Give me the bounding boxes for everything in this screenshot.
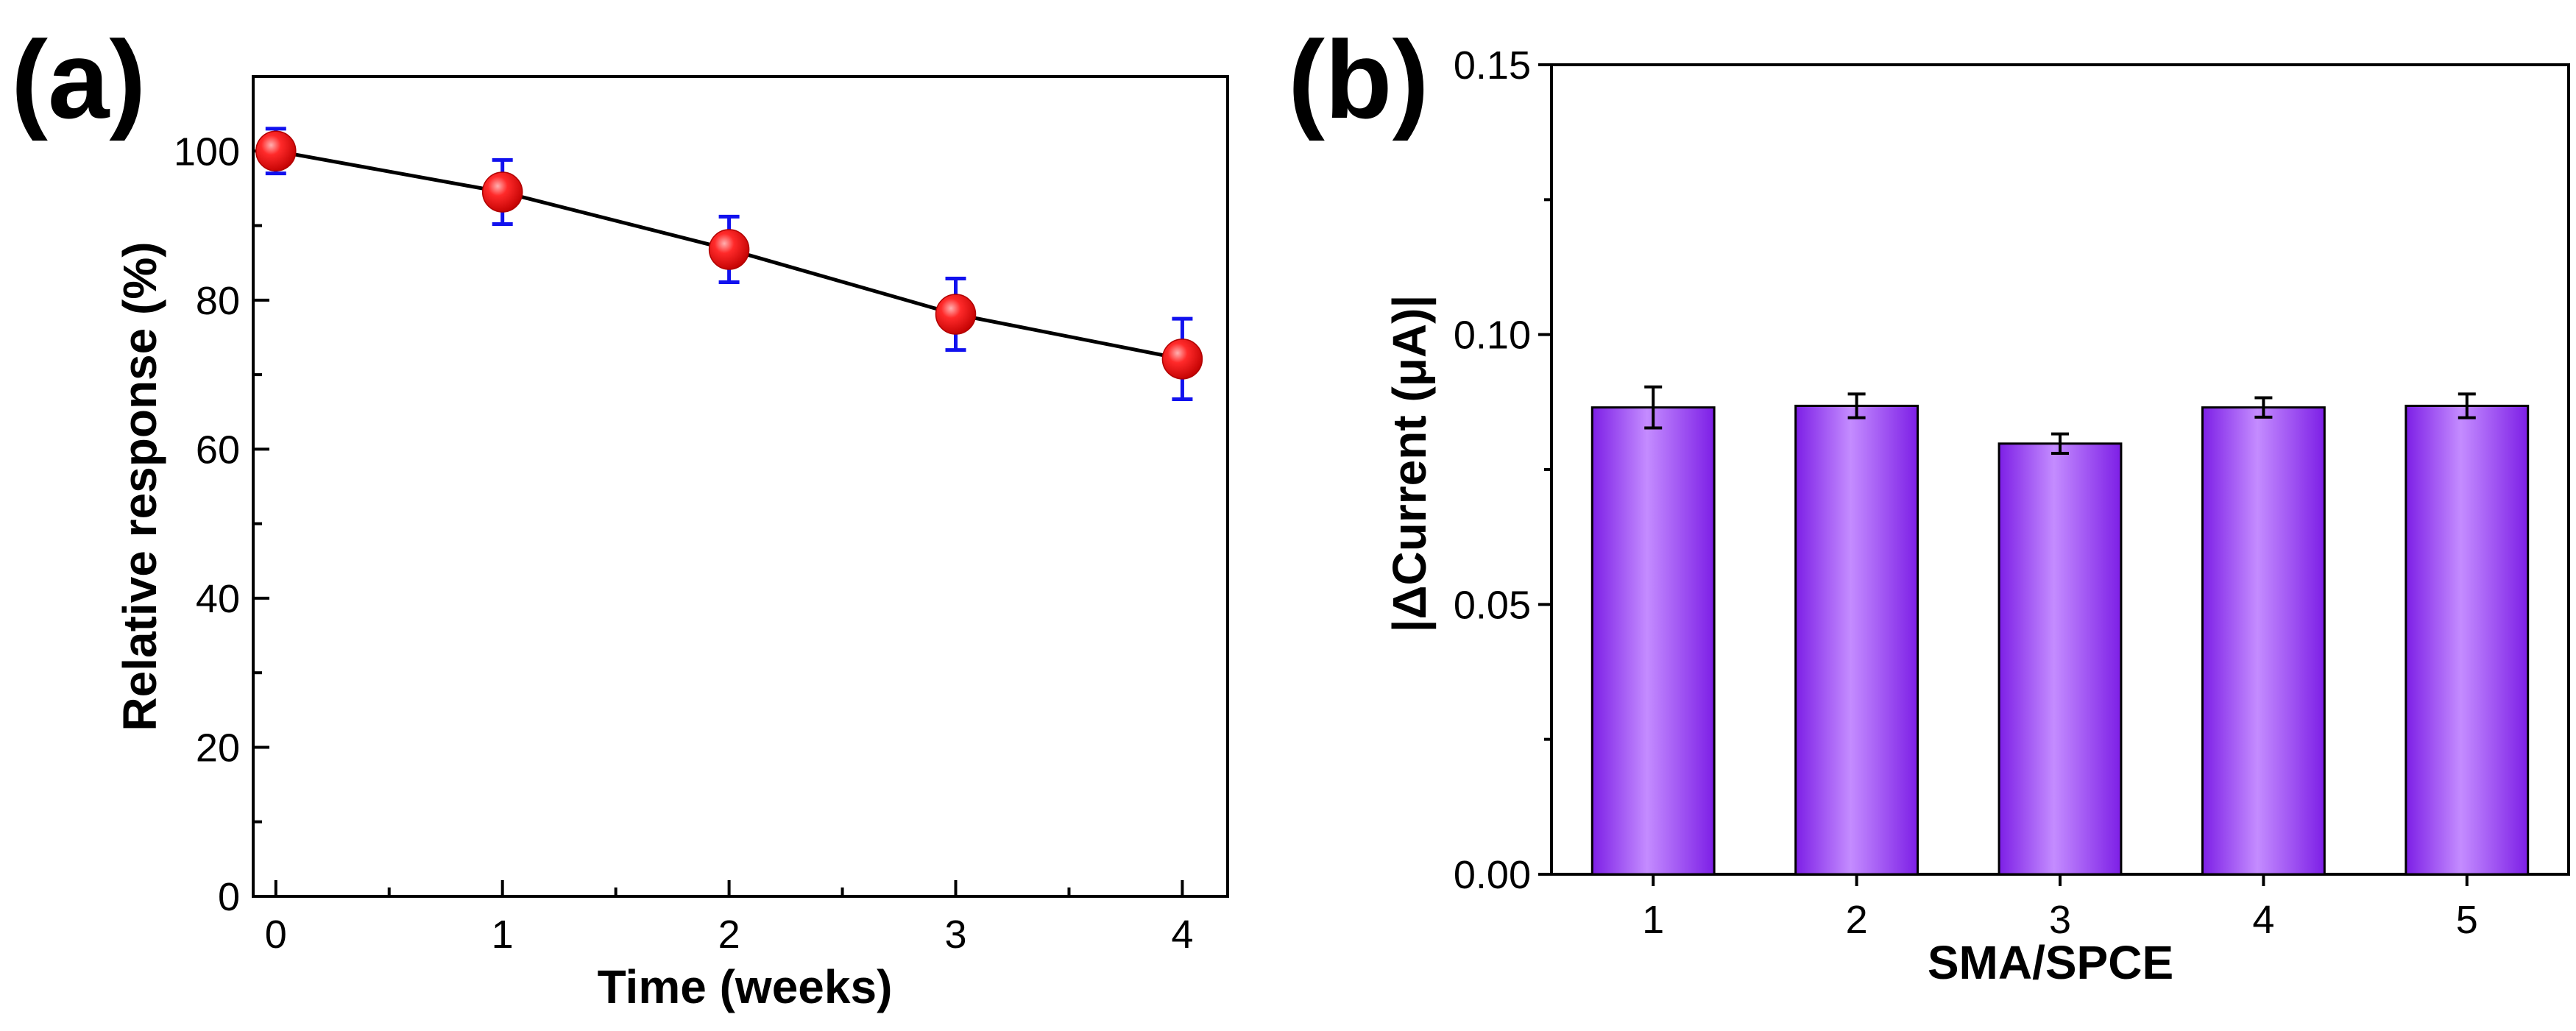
x-tick-label: 3	[944, 913, 966, 957]
error-bar	[2254, 396, 2273, 419]
x-tick-label: 1	[492, 913, 514, 957]
data-point	[481, 171, 523, 213]
panel-a-y-ticks: 0 20 40 60 80 100	[174, 130, 269, 919]
data-point	[255, 130, 297, 172]
y-tick-label: 20	[196, 726, 240, 770]
panel-a-plot-frame	[252, 75, 1229, 898]
error-bar	[1644, 385, 1663, 430]
error-bar	[2051, 432, 2069, 455]
x-tick-label: 4	[2252, 898, 2274, 942]
y-tick-label: 0.15	[1454, 43, 1531, 88]
bar	[2405, 404, 2530, 876]
panel-b-x-ticks: 1 2 3 4 5	[1642, 874, 2478, 942]
data-point	[708, 229, 750, 270]
error-bar	[1847, 392, 1866, 419]
bar	[1590, 406, 1716, 876]
x-tick-label: 1	[1642, 898, 1664, 942]
panel-b-x-axis-title: SMA/SPCE	[1928, 936, 2173, 989]
panel-a-x-ticks: 0 1 2 3 4	[265, 880, 1193, 957]
panel-b-y-axis-title: |ΔCurrent (μA)|	[1383, 295, 1437, 633]
y-tick-label: 0.05	[1454, 583, 1531, 627]
x-tick-label: 2	[718, 913, 740, 957]
panel-a-y-axis-title: Relative response (%)	[113, 241, 166, 731]
x-tick-label: 4	[1171, 913, 1193, 957]
y-tick-label: 60	[196, 428, 240, 472]
y-tick-label: 0.00	[1454, 853, 1531, 897]
x-tick-label: 3	[2049, 898, 2071, 942]
data-point	[935, 294, 977, 335]
panel-a-label: (a)	[11, 18, 146, 141]
bar	[1794, 404, 1919, 876]
panel-b-y-ticks: 0.00 0.05 0.10 0.15	[1454, 43, 1551, 897]
panel-a: (a) 0 20 40 60 80 100 0 1 2 3 4 Time (weeks) Rela…	[11, 18, 1229, 1013]
y-tick-label: 100	[174, 130, 240, 174]
panel-a-series	[255, 127, 1203, 402]
panel-b-label: (b)	[1288, 18, 1429, 141]
bar	[2201, 406, 2326, 876]
y-tick-label: 80	[196, 279, 240, 323]
data-point	[1161, 339, 1203, 380]
panel-b: (b) 0.00 0.05 0.10 0.15 1 2 3 4 5 SMA/SPCE |ΔCu…	[1288, 18, 2570, 989]
y-tick-label: 0.10	[1454, 313, 1531, 358]
panel-a-x-axis-title: Time (weeks)	[598, 960, 893, 1013]
bar	[1998, 442, 2123, 876]
x-tick-label: 5	[2456, 898, 2478, 942]
y-tick-label: 0	[218, 875, 240, 919]
x-tick-label: 0	[265, 913, 287, 957]
x-tick-label: 2	[1846, 898, 1868, 942]
panel-b-bars	[1590, 385, 2530, 876]
y-tick-label: 40	[196, 577, 240, 621]
error-bar	[2458, 392, 2476, 419]
